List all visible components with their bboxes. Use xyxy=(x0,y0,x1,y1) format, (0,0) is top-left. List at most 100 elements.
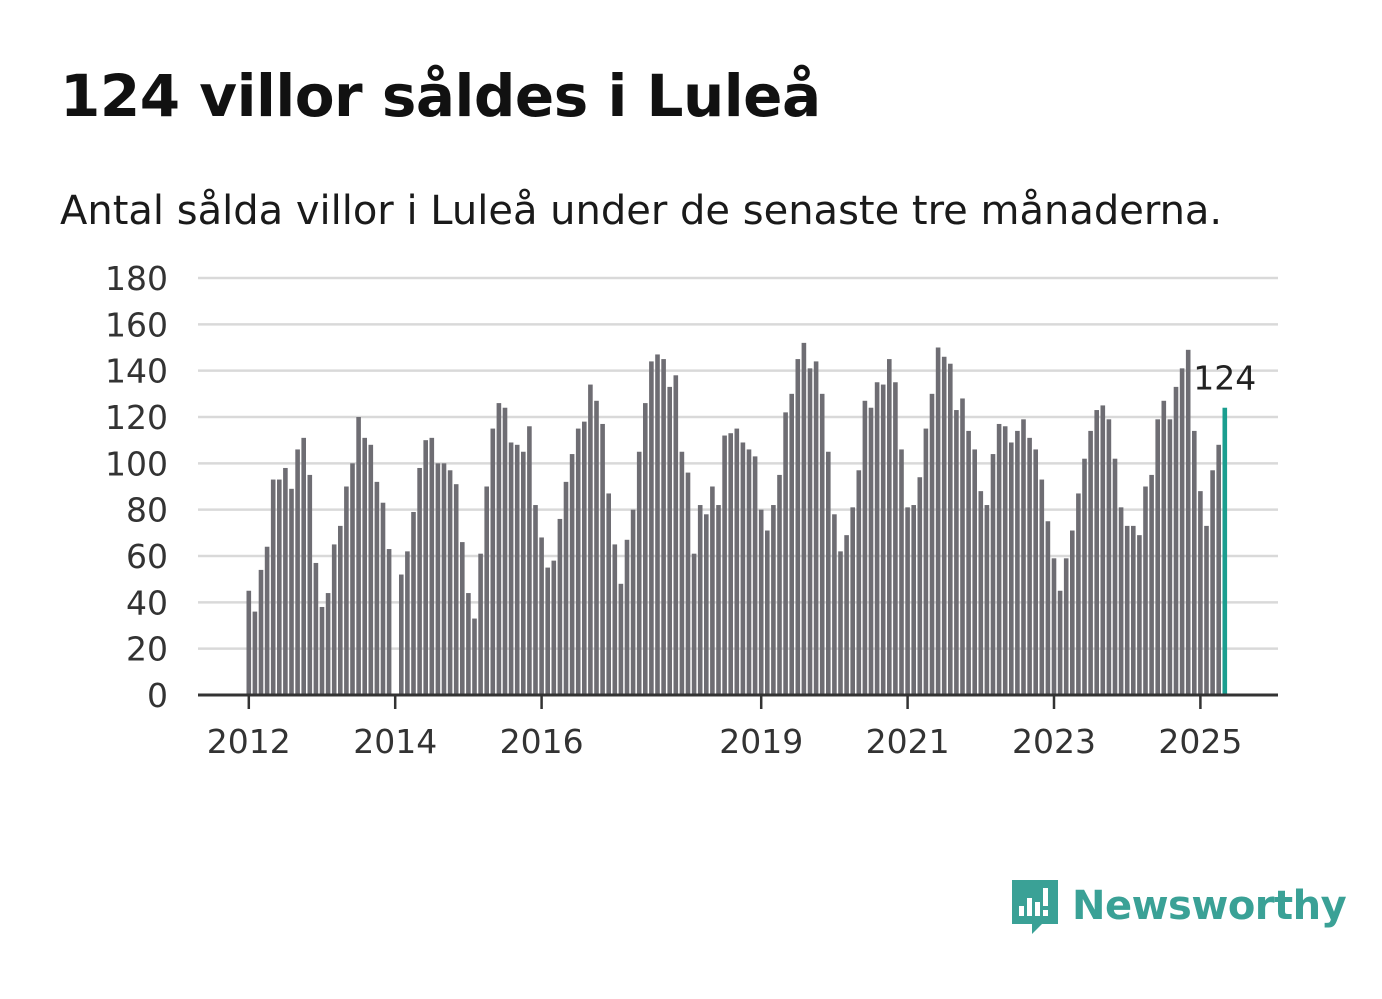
bar xyxy=(783,412,788,695)
bar-chart: 0 20 40 60 80 100 120 140 160 180 124 2012 2014 2016 2… xyxy=(105,259,1278,761)
bar xyxy=(856,470,862,695)
bar xyxy=(331,544,337,695)
chart-title: 124 villor såldes i Luleå xyxy=(60,62,821,130)
bar xyxy=(490,428,496,695)
bar xyxy=(441,463,447,695)
bar xyxy=(1161,400,1167,695)
bar xyxy=(917,477,923,695)
bar xyxy=(697,505,703,695)
data-label-last: 124 xyxy=(1193,359,1256,398)
bar xyxy=(435,463,441,695)
bar xyxy=(533,505,538,695)
bar xyxy=(1173,386,1179,695)
chart-subtitle: Antal sålda villor i Luleå under de sena… xyxy=(60,188,1223,234)
bar xyxy=(728,433,733,695)
bar xyxy=(270,479,276,695)
bar xyxy=(563,481,569,695)
bar xyxy=(929,393,935,695)
bar xyxy=(313,562,319,695)
bar xyxy=(258,569,264,695)
bar xyxy=(1002,426,1008,695)
bar xyxy=(484,486,489,695)
bar xyxy=(990,454,996,695)
bar xyxy=(649,361,654,695)
bar xyxy=(710,486,715,695)
bar xyxy=(996,423,1002,695)
bar xyxy=(374,481,380,695)
bar xyxy=(832,514,837,695)
bar xyxy=(301,437,306,695)
bar xyxy=(801,342,807,695)
bar xyxy=(1106,419,1112,695)
bar xyxy=(850,507,855,695)
bar xyxy=(1131,525,1136,695)
bar xyxy=(1051,558,1057,695)
bar xyxy=(502,407,508,695)
bar xyxy=(826,451,831,695)
x-tick-label: 2014 xyxy=(353,722,437,761)
bar xyxy=(954,410,959,695)
bar xyxy=(600,423,605,695)
y-tick-label: 120 xyxy=(105,398,168,437)
bar xyxy=(283,467,288,695)
bar xyxy=(887,359,892,695)
bar xyxy=(1100,405,1106,695)
bar xyxy=(338,525,343,695)
bar xyxy=(575,428,581,695)
bar xyxy=(618,583,624,695)
bar xyxy=(1033,449,1038,695)
bar xyxy=(643,403,648,695)
bar xyxy=(704,514,709,695)
bar xyxy=(545,567,550,695)
x-tick-label: 2012 xyxy=(207,722,291,761)
bar xyxy=(307,474,313,695)
bar xyxy=(911,505,916,695)
bar xyxy=(1039,479,1045,695)
bar xyxy=(1094,410,1099,695)
bar xyxy=(252,611,258,695)
bar xyxy=(1192,430,1197,695)
bar xyxy=(978,491,984,695)
bar xyxy=(868,407,874,695)
bar xyxy=(771,505,776,695)
bar xyxy=(508,442,514,695)
bar xyxy=(935,347,941,695)
bar xyxy=(1088,430,1093,695)
bar xyxy=(453,484,459,695)
bar xyxy=(539,537,544,695)
bar xyxy=(295,449,300,695)
bar xyxy=(319,606,325,695)
bar xyxy=(569,454,575,695)
y-tick-label: 60 xyxy=(126,537,168,576)
bar xyxy=(722,435,727,695)
bar xyxy=(984,505,990,695)
bar xyxy=(521,451,526,695)
bar xyxy=(1045,521,1051,695)
y-tick-label: 80 xyxy=(126,491,168,530)
bar xyxy=(1155,419,1160,695)
bar xyxy=(1179,368,1185,695)
bar xyxy=(948,363,953,695)
bar xyxy=(923,428,929,695)
x-tick-label: 2016 xyxy=(500,722,584,761)
bar xyxy=(716,505,721,695)
bar xyxy=(765,530,770,695)
y-tick-label: 20 xyxy=(126,630,168,669)
bar xyxy=(1009,442,1014,695)
bar xyxy=(1063,558,1069,695)
brand-name: Newsworthy xyxy=(1072,883,1347,929)
bar xyxy=(899,449,904,695)
bar xyxy=(691,553,697,695)
bar xyxy=(1070,530,1075,695)
bar xyxy=(466,593,471,695)
bar xyxy=(667,386,672,695)
bar xyxy=(380,502,386,695)
y-tick-label: 40 xyxy=(126,583,168,622)
bar xyxy=(1057,590,1063,695)
brand-logo: Newsworthy xyxy=(1008,876,1347,936)
bar xyxy=(630,509,636,695)
bar xyxy=(819,393,825,695)
y-tick-label: 0 xyxy=(147,676,168,715)
bar xyxy=(636,451,642,695)
bar xyxy=(624,539,630,695)
